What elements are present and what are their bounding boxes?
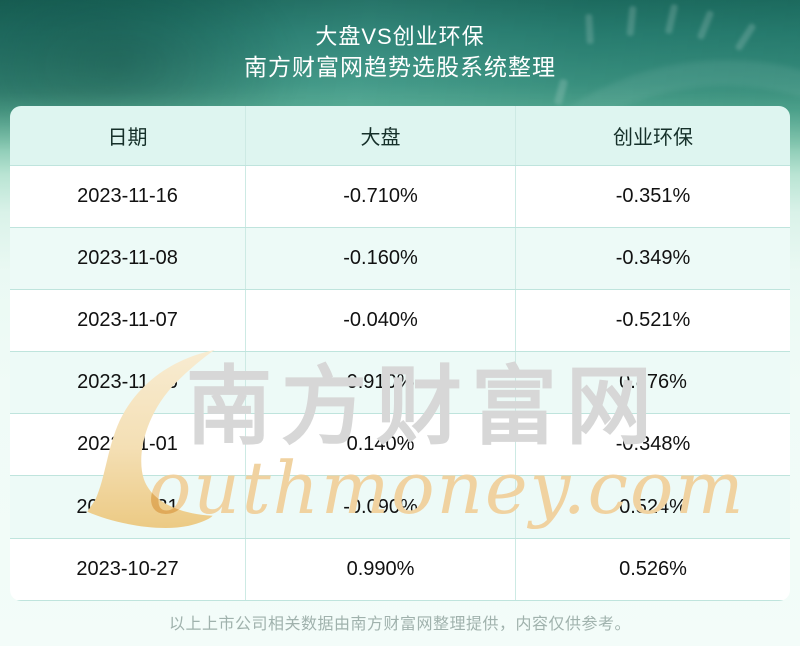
table-header-row: 日期 大盘 创业环保 <box>10 106 790 165</box>
table-cell-dapan: 0.140% <box>245 414 515 476</box>
column-header-chuangyehuanbao: 创业环保 <box>515 106 790 165</box>
column-header-date: 日期 <box>107 127 148 149</box>
table-row: 2023-11-08 -0.160% -0.349% <box>10 227 790 290</box>
table-cell-dapan: -0.710% <box>245 166 515 228</box>
table-cell-dapan: 0.910% <box>245 352 515 414</box>
table-cell-date: 2023-11-07 <box>77 309 178 332</box>
footer-disclaimer: 以上上市公司相关数据由南方财富网整理提供，内容仅供参考。 <box>168 616 631 633</box>
table-cell-date: 2023-10-31 <box>76 495 179 518</box>
table-cell-date: 2023-11-06 <box>77 371 178 394</box>
data-table: 日期 大盘 创业环保 2023-11-16 -0.710% -0.351% 2023-… <box>10 106 790 601</box>
table-cell-dapan: -0.090% <box>245 476 515 538</box>
table-cell-chuangyehuanbao: -0.348% <box>515 414 790 476</box>
table-cell-date: 2023-11-01 <box>77 433 178 456</box>
table-row: 2023-11-06 0.910% 0.876% <box>10 351 790 414</box>
page-title: 大盘VS创业环保 <box>315 24 485 49</box>
table-row: 2023-11-07 -0.040% -0.521% <box>10 289 790 352</box>
table-cell-chuangyehuanbao: -0.351% <box>515 166 790 228</box>
table-cell-chuangyehuanbao: -0.349% <box>515 228 790 290</box>
table-row: 2023-10-27 0.990% 0.526% <box>10 537 790 600</box>
table-cell-dapan: -0.160% <box>245 228 515 290</box>
table-row: 2023-11-01 0.140% -0.348% <box>10 413 790 476</box>
table-cell-dapan: -0.040% <box>245 290 515 352</box>
table-body: 2023-11-16 -0.710% -0.351% 2023-11-08 -0.160… <box>10 165 790 601</box>
table-cell-dapan: 0.990% <box>245 538 515 600</box>
table-cell-date: 2023-11-16 <box>77 185 178 208</box>
table-cell-chuangyehuanbao: -0.521% <box>515 290 790 352</box>
page-subtitle: 南方财富网趋势选股系统整理 <box>244 54 556 80</box>
table-cell-date: 2023-11-08 <box>77 247 178 270</box>
table-cell-chuangyehuanbao: 0.526% <box>515 538 790 600</box>
table-cell-date: 2023-10-27 <box>76 557 179 580</box>
table-row: 2023-11-16 -0.710% -0.351% <box>10 165 790 228</box>
column-header-dapan: 大盘 <box>245 106 515 165</box>
table-cell-chuangyehuanbao: 0.524% <box>515 476 790 538</box>
table-cell-chuangyehuanbao: 0.876% <box>515 352 790 414</box>
table-row: 2023-10-31 -0.090% 0.524% <box>10 475 790 538</box>
